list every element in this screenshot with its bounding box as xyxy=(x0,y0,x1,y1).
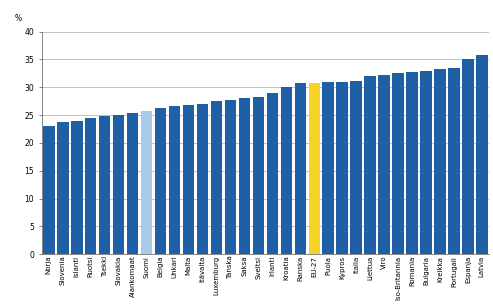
Bar xyxy=(141,111,152,254)
Bar xyxy=(113,115,124,254)
Bar xyxy=(239,98,250,254)
Bar xyxy=(43,126,55,254)
Bar xyxy=(351,81,362,254)
Bar xyxy=(267,93,278,254)
Bar xyxy=(127,113,139,254)
Bar xyxy=(309,83,320,254)
Bar xyxy=(476,55,488,254)
Bar xyxy=(392,73,404,254)
Bar xyxy=(252,97,264,254)
Bar xyxy=(294,83,306,254)
Bar xyxy=(364,76,376,254)
Bar xyxy=(420,71,432,254)
Bar xyxy=(336,82,348,254)
Bar xyxy=(197,104,208,254)
Bar xyxy=(406,72,418,254)
Bar xyxy=(99,116,110,254)
Bar xyxy=(85,119,97,254)
Bar xyxy=(211,101,222,254)
Text: %: % xyxy=(15,14,22,23)
Bar xyxy=(155,108,166,254)
Bar xyxy=(57,122,69,254)
Bar xyxy=(462,60,474,254)
Bar xyxy=(434,69,446,254)
Bar xyxy=(281,87,292,254)
Bar xyxy=(169,106,180,254)
Bar xyxy=(378,75,390,254)
Bar xyxy=(225,100,236,254)
Bar xyxy=(322,82,334,254)
Bar xyxy=(183,105,194,254)
Bar xyxy=(448,68,459,254)
Bar xyxy=(71,121,82,254)
